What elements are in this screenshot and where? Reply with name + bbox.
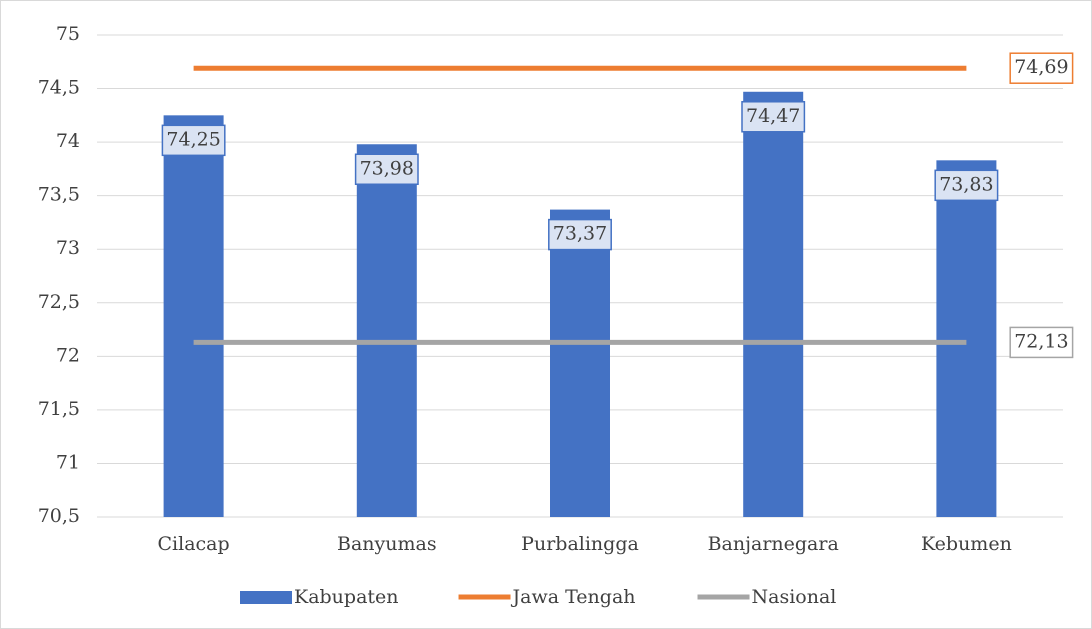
data-label-box [1009,326,1074,359]
data-label: 74,69 [1014,56,1068,78]
data-label: 73,83 [939,173,993,195]
y-tick-label: 72,5 [38,291,80,313]
legend-label: Jawa Tengah [511,586,636,608]
bar [356,144,417,517]
y-tick-label: 73 [56,237,80,259]
y-tick-label: 71 [56,451,80,473]
y-tick-label: 71,5 [38,398,80,420]
legend-label: Kabupaten [294,586,399,608]
bar [163,115,224,517]
data-label-box [548,218,612,251]
y-tick-label: 70,5 [38,505,80,527]
data-label-box [161,124,226,157]
y-tick-label: 73,5 [38,184,80,206]
y-tick-label: 74 [56,130,80,152]
data-label: 72,13 [1014,330,1068,352]
data-label: 73,98 [360,157,414,179]
x-tick-label: Purbalingga [521,533,639,555]
data-label: 73,37 [553,223,607,245]
y-tick-label: 75 [56,23,80,45]
y-tick-label: 72 [56,344,80,366]
bar [936,160,997,517]
x-tick-label: Banyumas [337,533,437,555]
bar [550,209,610,517]
data-label: 74,47 [746,105,800,127]
x-tick-label: Kebumen [921,533,1012,555]
x-tick-label: Banjarnegara [708,533,839,555]
legend-label: Nasional [752,586,837,608]
data-label-box [354,153,419,186]
bar [743,91,804,517]
x-tick-label: Cilacap [158,533,230,555]
y-tick-label: 74,5 [38,77,80,99]
legend-swatch [240,591,292,604]
data-label-box [741,101,806,133]
data-label-box [1009,52,1074,84]
data-label: 74,25 [166,128,220,150]
data-label-box [934,169,999,202]
